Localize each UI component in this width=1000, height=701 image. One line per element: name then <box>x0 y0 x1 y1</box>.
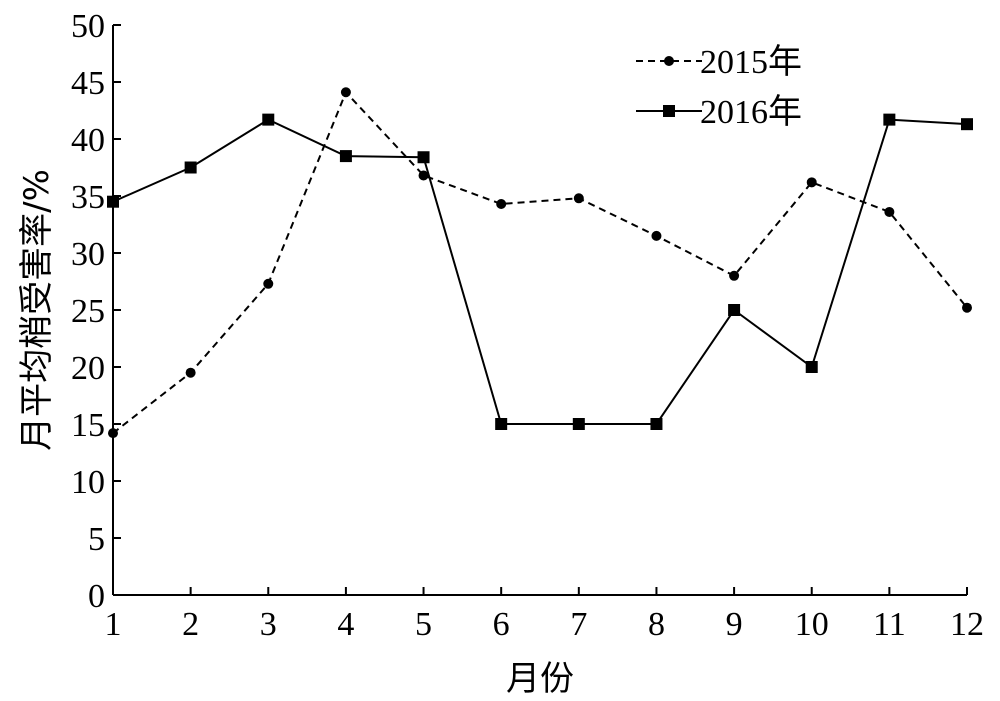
data-point <box>573 193 584 204</box>
series-line <box>112 90 968 434</box>
data-point <box>651 230 662 241</box>
data-point <box>572 418 585 430</box>
y-tick-label: 10 <box>71 464 105 501</box>
x-tick-label: 7 <box>570 606 587 643</box>
y-tick-label: 20 <box>71 350 105 387</box>
y-axis-label: 月平均梢受害率/% <box>17 169 57 451</box>
data-point <box>418 170 429 181</box>
data-point <box>496 198 507 209</box>
data-point <box>184 161 197 174</box>
x-axis-label: 月份 <box>506 659 574 699</box>
data-point <box>806 177 817 188</box>
data-point <box>339 150 352 163</box>
x-tick-label: 10 <box>795 606 829 643</box>
x-tick-label: 2 <box>182 606 199 643</box>
data-point <box>650 418 663 430</box>
legend-marker-2016 <box>663 105 675 117</box>
x-tick-label: 1 <box>105 606 122 643</box>
data-point <box>884 206 895 217</box>
data-point <box>495 418 508 430</box>
data-point <box>805 361 818 373</box>
y-tick-label: 30 <box>71 236 105 273</box>
x-tick-label: 11 <box>873 606 906 643</box>
data-point <box>263 278 274 289</box>
y-tick-label: 35 <box>71 179 105 216</box>
data-point <box>729 270 740 281</box>
y-axis-ticks: 0 5 10 15 20 25 30 35 40 45 50 <box>71 8 121 615</box>
data-point <box>185 367 196 378</box>
data-point <box>417 151 430 164</box>
legend-label-2016: 2016年 <box>700 93 802 131</box>
data-point <box>340 87 351 98</box>
y-tick-label: 45 <box>71 65 105 102</box>
data-point <box>961 118 973 131</box>
data-point <box>108 428 118 439</box>
x-tick-label: 9 <box>726 606 743 643</box>
series-0 <box>108 87 972 439</box>
series-layer <box>107 87 973 439</box>
y-tick-label: 25 <box>71 293 105 330</box>
data-point <box>883 113 896 126</box>
data-point <box>728 304 741 316</box>
y-tick-label: 40 <box>71 122 105 159</box>
series-line <box>112 118 968 425</box>
legend-marker-2015 <box>664 56 674 66</box>
data-point <box>962 302 972 313</box>
legend: 2015年 2016年 <box>636 43 802 131</box>
x-axis-ticks: 1 2 3 4 5 6 7 8 9 10 11 12 <box>105 587 984 643</box>
x-tick-label: 12 <box>950 606 984 643</box>
y-tick-label: 5 <box>88 521 105 558</box>
x-tick-label: 5 <box>415 606 432 643</box>
y-tick-label: 0 <box>88 578 105 615</box>
data-point <box>262 113 275 126</box>
x-tick-label: 3 <box>260 606 277 643</box>
x-tick-label: 4 <box>337 606 354 643</box>
data-point <box>107 195 119 208</box>
x-tick-label: 6 <box>493 606 510 643</box>
x-tick-label: 8 <box>648 606 665 643</box>
series-1 <box>107 113 973 430</box>
chart-axes <box>112 25 967 596</box>
legend-label-2015: 2015年 <box>700 43 802 81</box>
y-tick-label: 15 <box>71 407 105 444</box>
y-tick-label: 50 <box>71 8 105 45</box>
